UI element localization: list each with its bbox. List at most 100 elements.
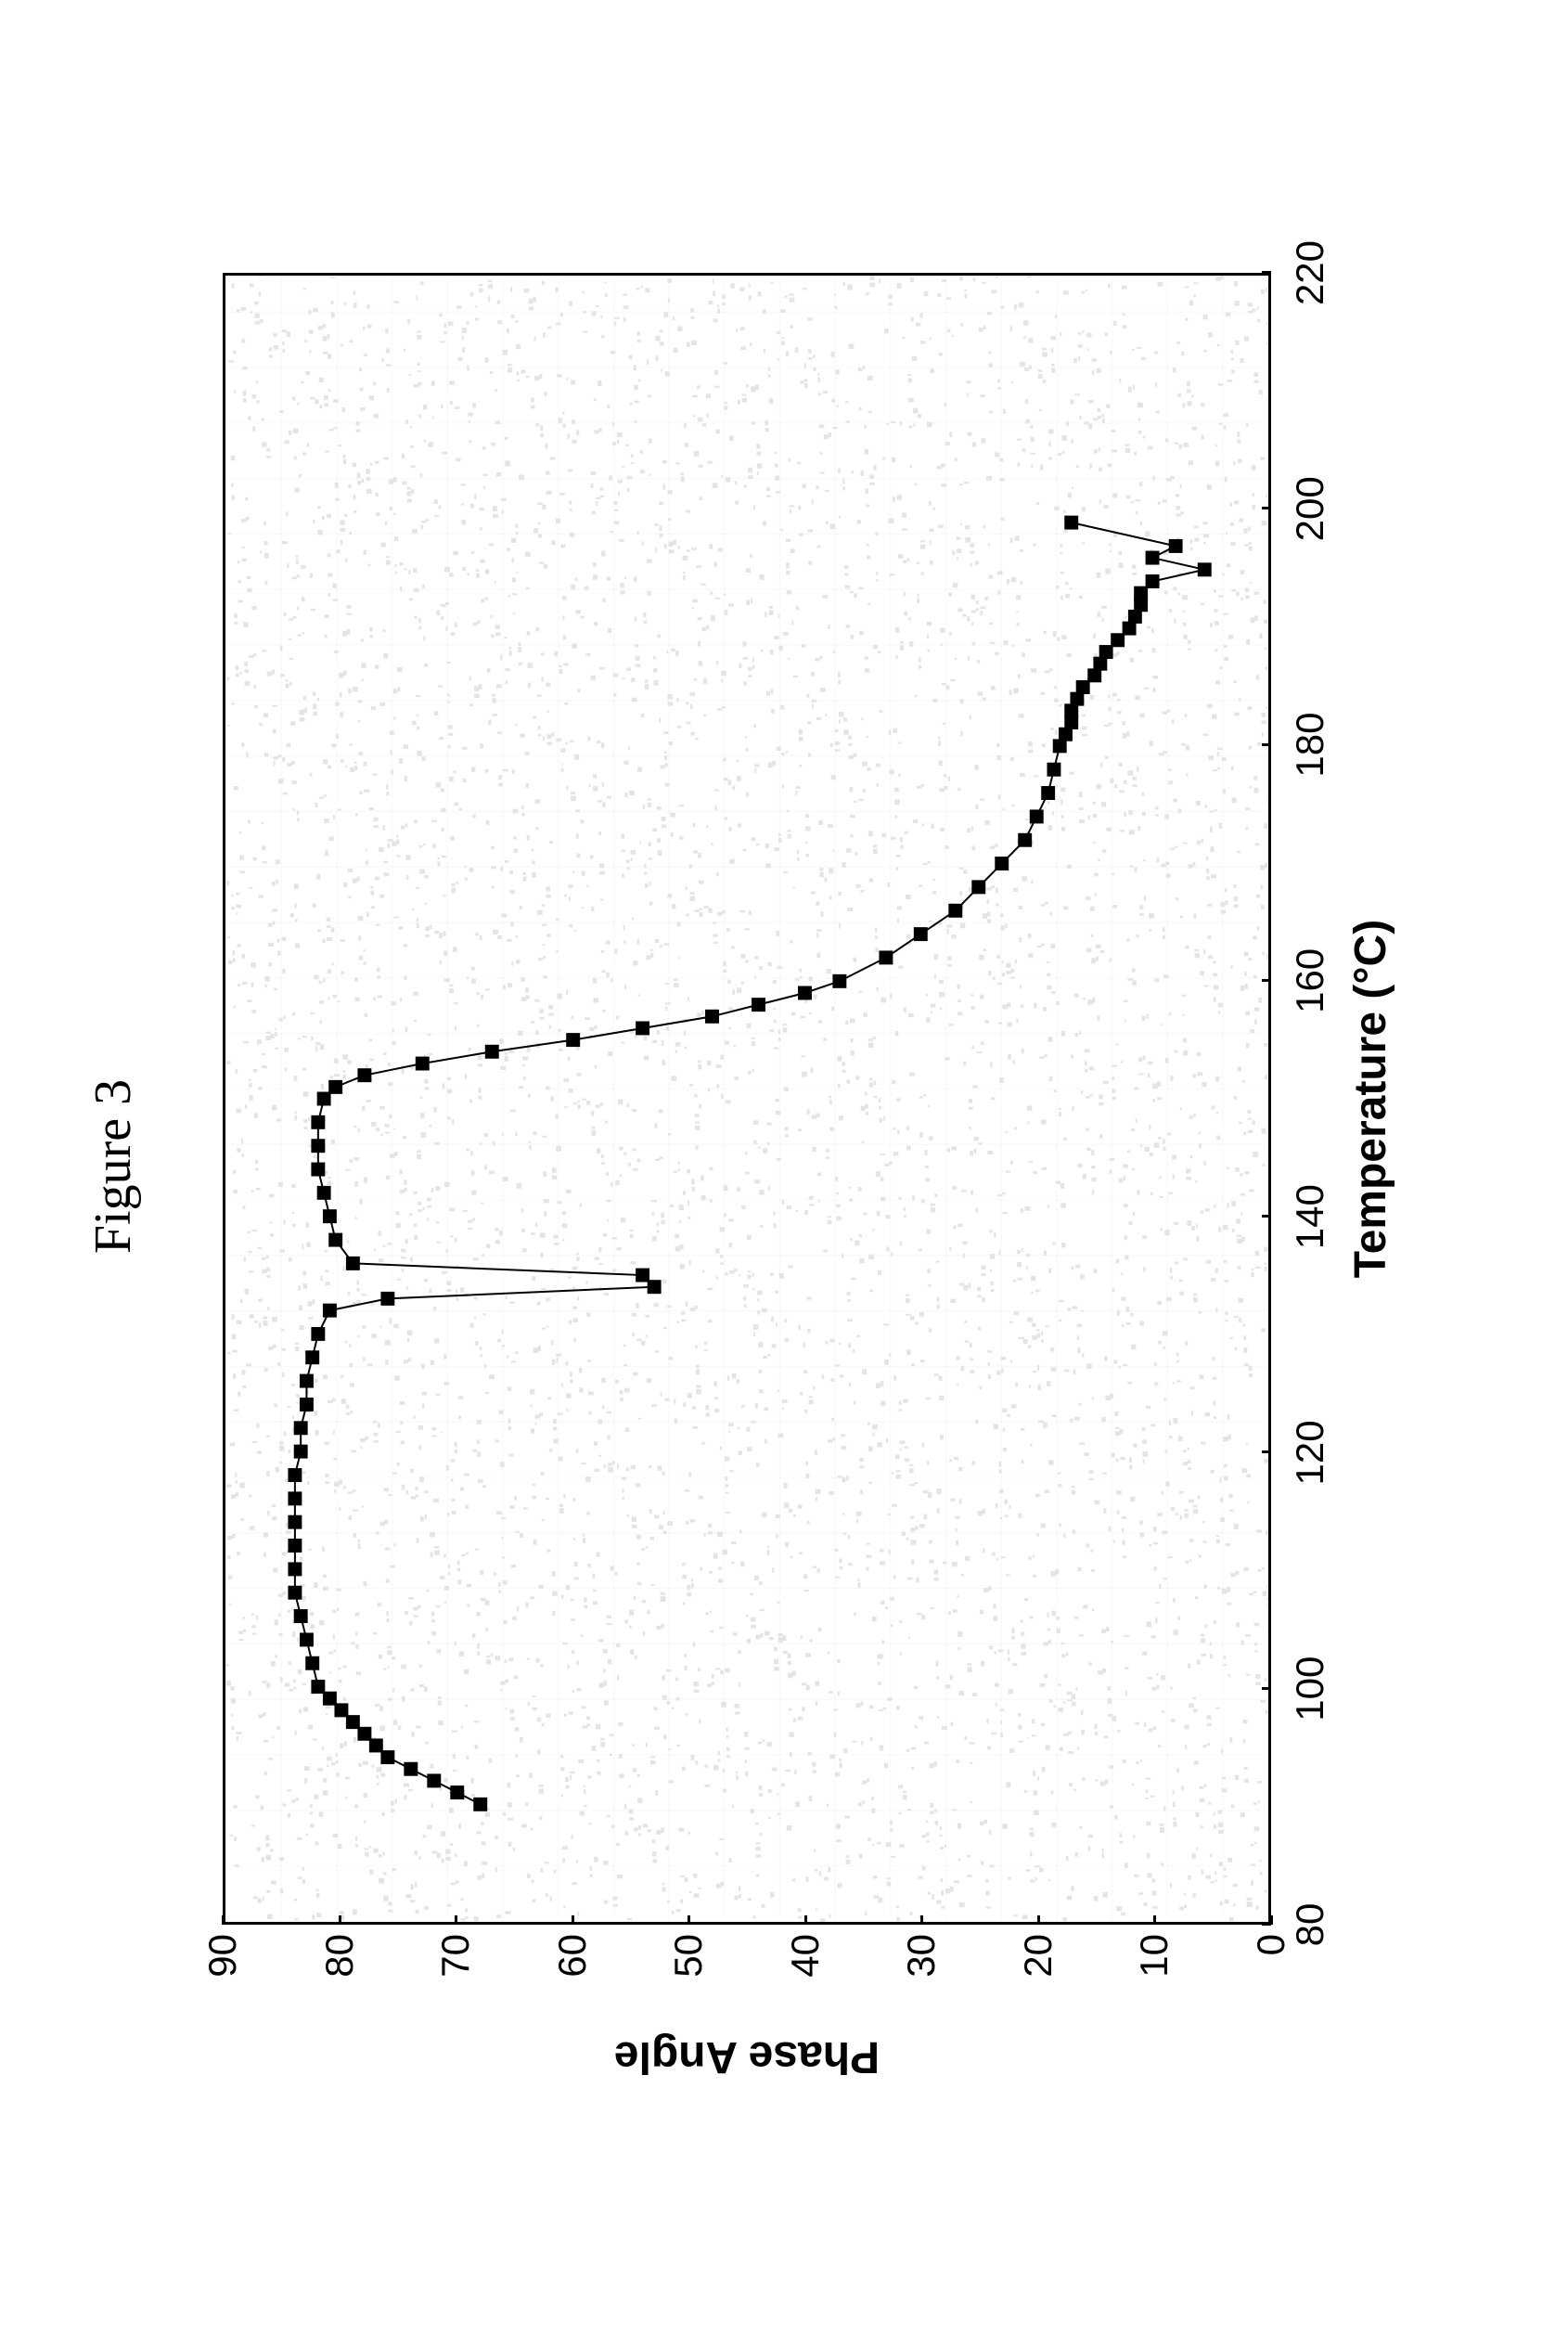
x-tick-label: 200 [1288, 453, 1332, 564]
x-tick-label: 100 [1288, 1633, 1332, 1745]
series-marker [289, 1586, 302, 1599]
y-tick-label: 90 [200, 1934, 245, 2017]
series-marker [300, 1633, 313, 1646]
series-marker [636, 1022, 649, 1035]
y-tick-label: 10 [1132, 1934, 1176, 2017]
y-tick-label: 0 [1249, 1934, 1293, 2017]
x-tick [1262, 743, 1271, 746]
series-marker [451, 1786, 464, 1799]
series-marker [306, 1656, 319, 1669]
series-marker [289, 1515, 302, 1528]
series-marker [300, 1374, 313, 1387]
series-marker [1169, 539, 1182, 552]
plot-svg [225, 276, 1268, 1922]
series-marker [1146, 551, 1159, 564]
series-marker [648, 1281, 661, 1294]
y-tick [339, 1915, 341, 1925]
series-marker [306, 1351, 319, 1364]
x-tick-label: 140 [1288, 1161, 1332, 1272]
series-marker [1030, 810, 1043, 823]
series-marker [289, 1469, 302, 1482]
series-marker [294, 1610, 307, 1623]
series-marker [1071, 692, 1084, 705]
series-marker [1047, 763, 1060, 776]
y-tick [920, 1915, 923, 1925]
x-tick-label: 180 [1288, 690, 1332, 801]
x-tick-label: 220 [1288, 217, 1332, 329]
y-tick [455, 1915, 457, 1925]
series-marker [329, 1080, 342, 1093]
series-marker [312, 1163, 325, 1176]
series-marker [1065, 704, 1078, 717]
x-tick-label: 160 [1288, 925, 1332, 1037]
y-tick [688, 1915, 690, 1925]
series-marker [949, 904, 962, 917]
y-axis-label: Phase Angle [223, 2027, 1271, 2082]
y-tick-label: 60 [550, 1934, 595, 2017]
series-marker [972, 881, 985, 894]
series-marker [1019, 833, 1032, 846]
x-tick-label: 80 [1288, 1869, 1332, 1980]
series-marker [329, 1233, 342, 1246]
series-marker [706, 1010, 719, 1023]
series-marker [300, 1399, 313, 1411]
series-marker [312, 1681, 325, 1694]
y-tick-label: 80 [317, 1934, 362, 2017]
x-tick [1262, 507, 1271, 509]
series-marker [289, 1492, 302, 1505]
x-axis-label: Temperature (°C) [1345, 273, 1396, 1925]
series-marker [294, 1445, 307, 1458]
series-marker [381, 1292, 394, 1305]
series-marker [289, 1563, 302, 1576]
series-marker [323, 1210, 336, 1223]
series-marker [312, 1115, 325, 1128]
series-marker [567, 1034, 580, 1047]
plot-area [223, 273, 1271, 1925]
series-marker [346, 1257, 359, 1270]
x-tick [1262, 1687, 1271, 1690]
y-tick-label: 40 [783, 1934, 828, 2017]
series-marker [323, 1304, 336, 1317]
series-marker [317, 1186, 330, 1199]
series-marker [416, 1057, 429, 1070]
series-marker [914, 928, 927, 941]
series-marker [485, 1045, 498, 1058]
x-tick-label: 120 [1288, 1397, 1332, 1508]
series-marker [1042, 787, 1055, 800]
x-tick [1262, 271, 1271, 274]
series-marker [1094, 657, 1107, 670]
y-tick-label: 50 [666, 1934, 711, 2017]
y-tick [572, 1915, 574, 1925]
series-marker [323, 1692, 336, 1705]
series-marker [358, 1069, 371, 1082]
phase-angle-chart: Phase Angle Temperature (°C) 01020304050… [204, 199, 1392, 2055]
y-tick-label: 30 [899, 1934, 944, 2017]
y-tick [804, 1915, 807, 1925]
series-marker [294, 1422, 307, 1435]
series-marker [1198, 563, 1211, 576]
series-marker [1065, 516, 1078, 529]
figure-title: Figure 3 [84, 0, 143, 2333]
series-marker [312, 1327, 325, 1340]
x-tick [1262, 979, 1271, 982]
series-marker [799, 986, 812, 999]
series-marker [346, 1716, 359, 1729]
y-tick [1153, 1915, 1156, 1925]
series-marker [752, 999, 765, 1012]
series-marker [996, 857, 1009, 870]
series-marker [381, 1751, 394, 1764]
series-marker [1099, 646, 1112, 659]
series-marker [1053, 740, 1066, 753]
series-marker [1088, 669, 1101, 682]
page: Figure 3 Phase Angle Temperature (°C) 01… [0, 0, 1568, 2333]
series-marker [833, 974, 846, 987]
series-marker [289, 1539, 302, 1552]
y-tick [1037, 1915, 1040, 1925]
series-marker [358, 1727, 371, 1740]
series-marker [474, 1798, 487, 1811]
x-tick [1262, 1215, 1271, 1218]
x-tick [1262, 1450, 1271, 1453]
series-marker [335, 1704, 348, 1717]
series-marker [636, 1269, 649, 1282]
y-tick-label: 20 [1016, 1934, 1060, 2017]
